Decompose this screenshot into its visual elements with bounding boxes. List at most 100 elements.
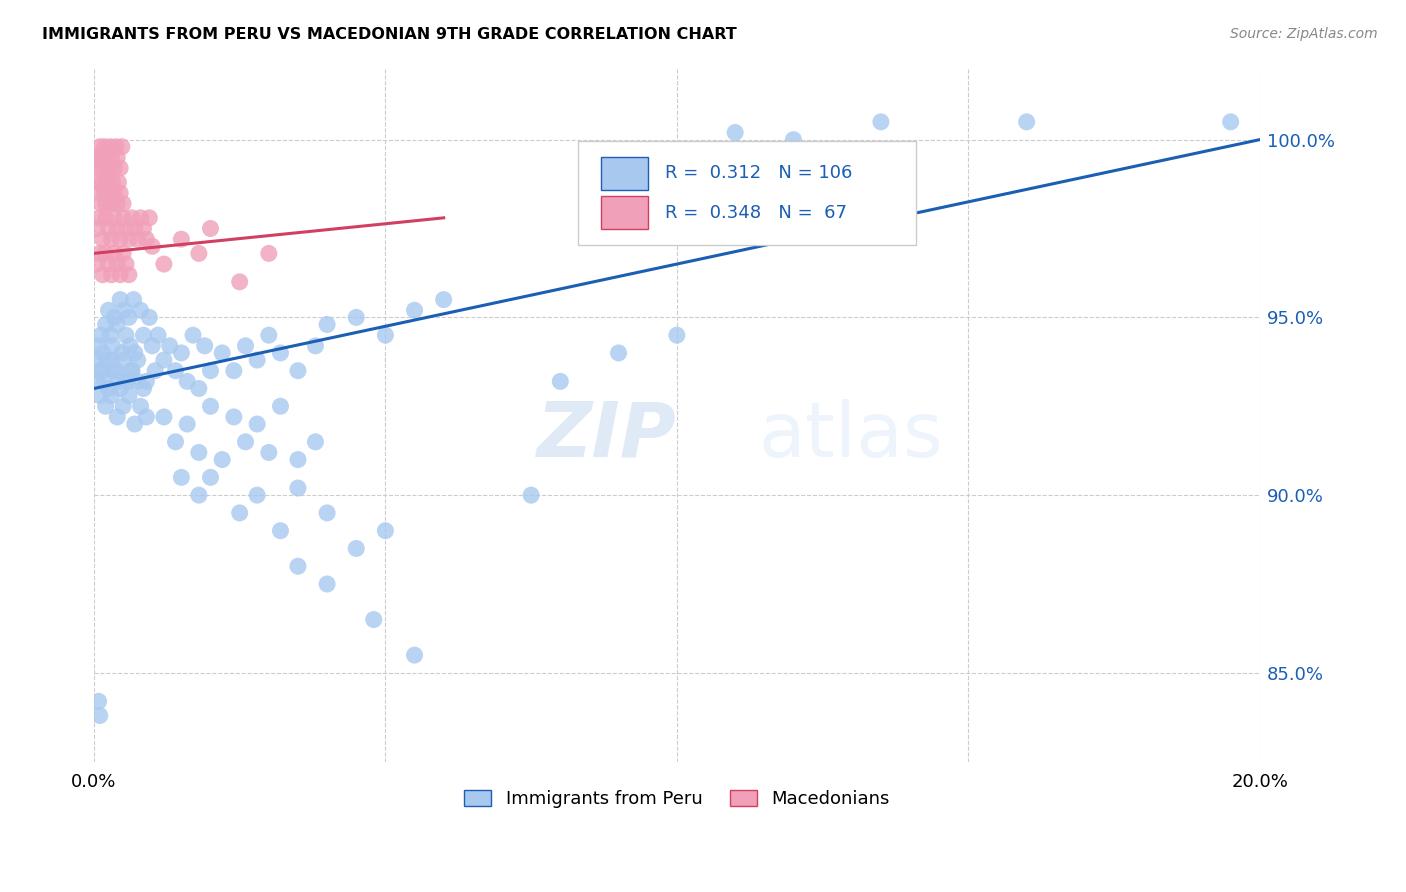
Point [112, 246, 135, 260]
Point [89, 246, 111, 260]
Point [176, 375, 198, 389]
Point [108, 186, 131, 200]
Point [89, 211, 111, 225]
Point [107, 375, 129, 389]
Point [97, 257, 120, 271]
Point [87, 339, 110, 353]
Point [105, 318, 128, 332]
Point [100, 388, 122, 402]
Point [124, 346, 146, 360]
Point [257, 246, 280, 260]
Point [153, 409, 176, 424]
Point [374, 328, 396, 343]
Point [187, 445, 209, 459]
Point [87, 161, 110, 175]
Point [111, 346, 134, 360]
Text: R =  0.312   N = 106: R = 0.312 N = 106 [665, 164, 852, 182]
Point [121, 211, 143, 225]
Text: atlas: atlas [758, 399, 943, 473]
Point [520, 488, 543, 502]
Point [90, 196, 112, 211]
Point [100, 353, 122, 368]
Point [89, 364, 111, 378]
Point [115, 221, 138, 235]
Point [135, 232, 157, 246]
FancyBboxPatch shape [578, 141, 915, 245]
Point [91, 161, 114, 175]
Point [118, 388, 141, 402]
Bar [602, 157, 648, 190]
Point [170, 346, 193, 360]
Point [86, 257, 108, 271]
Point [246, 488, 269, 502]
Point [132, 328, 155, 343]
Point [97, 186, 120, 200]
Point [105, 409, 128, 424]
Point [146, 328, 169, 343]
Point [724, 126, 747, 140]
Point [211, 452, 233, 467]
Point [97, 221, 120, 235]
Point [96, 175, 118, 189]
Point [108, 293, 131, 307]
Point [108, 161, 131, 175]
Point [127, 232, 149, 246]
Point [105, 364, 128, 378]
Point [89, 139, 111, 153]
Point [112, 399, 135, 413]
Point [165, 434, 187, 449]
Point [112, 211, 135, 225]
Point [103, 364, 125, 378]
Point [105, 257, 128, 271]
Point [235, 434, 257, 449]
Point [118, 310, 141, 325]
Point [100, 268, 122, 282]
Point [97, 161, 120, 175]
Point [287, 559, 309, 574]
Point [115, 257, 138, 271]
Point [94, 196, 117, 211]
Point [548, 375, 571, 389]
Point [287, 481, 309, 495]
Point [132, 221, 155, 235]
Point [117, 375, 139, 389]
Point [1015, 115, 1038, 129]
Point [120, 339, 142, 353]
Point [344, 541, 367, 556]
Point [89, 186, 111, 200]
Point [112, 196, 135, 211]
Point [246, 353, 269, 368]
Point [287, 364, 309, 378]
Point [86, 175, 108, 189]
Point [433, 293, 456, 307]
Point [200, 470, 222, 484]
Point [97, 382, 120, 396]
Point [165, 364, 187, 378]
Point [103, 161, 125, 175]
Point [97, 303, 120, 318]
Point [374, 524, 396, 538]
Point [176, 417, 198, 431]
Point [91, 364, 114, 378]
Point [96, 353, 118, 368]
Point [187, 488, 209, 502]
Point [187, 382, 209, 396]
Point [135, 409, 157, 424]
Point [101, 175, 124, 189]
Point [90, 150, 112, 164]
Point [89, 388, 111, 402]
Point [93, 375, 115, 389]
Point [91, 232, 114, 246]
Point [782, 133, 804, 147]
Point [222, 409, 245, 424]
Point [103, 310, 125, 325]
Point [129, 399, 152, 413]
Point [246, 417, 269, 431]
Point [108, 232, 131, 246]
Point [129, 303, 152, 318]
Point [404, 303, 426, 318]
Point [132, 382, 155, 396]
Point [141, 239, 163, 253]
Point [103, 211, 125, 225]
Point [200, 399, 222, 413]
